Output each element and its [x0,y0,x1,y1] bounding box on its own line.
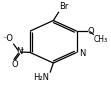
Text: H₂N: H₂N [33,73,49,82]
Text: CH₃: CH₃ [94,35,108,44]
Text: ⁻O: ⁻O [2,34,13,43]
Text: N: N [79,49,86,58]
Text: O: O [11,60,18,69]
Text: +: + [19,47,24,52]
Text: N: N [16,48,23,57]
Text: Br: Br [60,2,69,11]
Text: O: O [88,27,94,36]
